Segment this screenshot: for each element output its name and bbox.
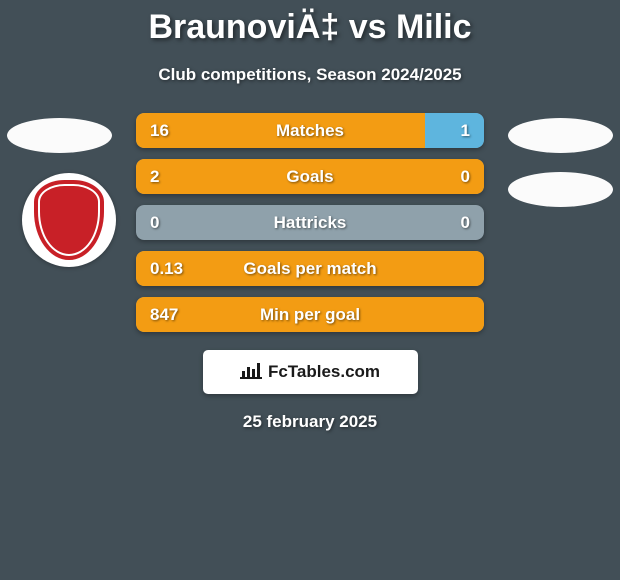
stat-right-value: 0 [409, 167, 484, 187]
stat-right-value: 1 [409, 121, 484, 141]
stat-left-value: 2 [136, 167, 211, 187]
player-avatar-right-1 [508, 118, 613, 153]
stat-row: 2Goals0 [136, 159, 484, 194]
stat-row: 16Matches1 [136, 113, 484, 148]
player-avatar-left-1 [7, 118, 112, 153]
stat-left-value: 16 [136, 121, 211, 141]
stat-label: Goals [211, 167, 409, 187]
brand-logo-box[interactable]: FcTables.com [203, 350, 418, 394]
page-title: BraunoviÄ‡ vs Milic [0, 0, 620, 47]
date-label: 25 february 2025 [0, 412, 620, 432]
stat-left-value: 0.13 [136, 259, 211, 279]
stat-left-value: 847 [136, 305, 211, 325]
player-avatar-right-2 [508, 172, 613, 207]
stat-left-value: 0 [136, 213, 211, 233]
club-crest-left [22, 173, 116, 267]
chart-icon [240, 361, 262, 384]
stat-label: Min per goal [211, 305, 409, 325]
page-subtitle: Club competitions, Season 2024/2025 [0, 65, 620, 85]
stat-row: 0Hattricks0 [136, 205, 484, 240]
brand-text: FcTables.com [268, 362, 380, 382]
stat-row: 0.13Goals per match [136, 251, 484, 286]
stat-label: Goals per match [211, 259, 409, 279]
stat-row: 847Min per goal [136, 297, 484, 332]
stat-right-value: 0 [409, 213, 484, 233]
stat-label: Matches [211, 121, 409, 141]
stat-label: Hattricks [211, 213, 409, 233]
